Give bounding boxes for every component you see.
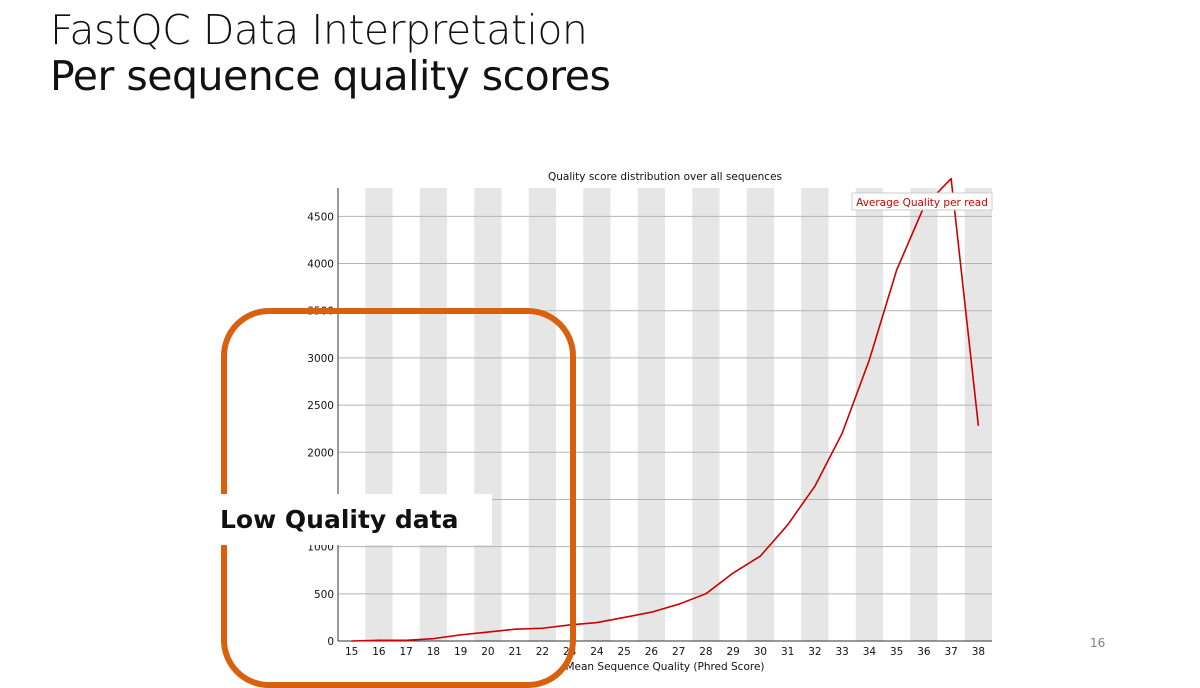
slide-number: 16: [1090, 636, 1106, 650]
x-tick-label: 17: [399, 646, 412, 658]
x-tick-label: 16: [372, 646, 386, 658]
x-tick-label: 34: [863, 646, 877, 658]
title-line-2: Per sequence quality scores: [50, 51, 611, 100]
x-axis-label: Mean Sequence Quality (Phred Score): [565, 661, 764, 673]
series-line: [351, 177, 980, 642]
x-tick-label: 32: [808, 646, 821, 658]
column-shade: [910, 188, 938, 641]
x-tick-label: 18: [427, 646, 440, 658]
x-tick-label: 24: [590, 646, 604, 658]
x-tick-label: 29: [726, 646, 739, 658]
x-tick-label: 21: [508, 646, 521, 658]
slide-title: FastQC Data Interpretation Per sequence …: [50, 6, 611, 100]
x-tick-label: 38: [972, 646, 985, 658]
x-tick-label: 26: [645, 646, 659, 658]
y-tick-label: 500: [314, 589, 334, 601]
legend-box: [851, 192, 993, 211]
y-tick-label: 3000: [307, 353, 334, 365]
x-tick-label: 15: [345, 646, 358, 658]
x-tick-label: 20: [481, 646, 494, 658]
series-layer: [351, 177, 980, 642]
legend: Average Quality per read: [851, 192, 993, 211]
column-shade: [964, 188, 992, 641]
column-shade: [637, 188, 665, 641]
x-tick-label: 30: [754, 646, 767, 658]
x-tick-label: 31: [781, 646, 794, 658]
x-tick-label: 19: [454, 646, 467, 658]
x-tick-label: 25: [617, 646, 630, 658]
x-tick-label: 35: [890, 646, 903, 658]
chart-title: Quality score distribution over all sequ…: [548, 171, 782, 183]
x-tick-label: 37: [944, 646, 957, 658]
column-shade: [583, 188, 611, 641]
x-tick-label: 36: [917, 646, 931, 658]
column-shade: [801, 188, 829, 641]
column-shade: [692, 188, 720, 641]
title-line-1: FastQC Data Interpretation: [50, 6, 588, 54]
y-tick-label: 2000: [307, 447, 334, 459]
y-tick-label: 2500: [307, 400, 334, 412]
y-tick-label: 0: [327, 636, 334, 648]
axes: [337, 188, 992, 642]
column-shade: [855, 188, 883, 641]
y-tick-label: 4500: [307, 211, 334, 223]
x-tick-label: 27: [672, 646, 685, 658]
y-tick-label: 4000: [307, 259, 334, 271]
low-quality-callout-label: Low Quality data: [214, 494, 492, 545]
legend-entry: Average Quality per read: [856, 197, 988, 209]
x-tick-label: 28: [699, 646, 712, 658]
x-tick-label: 33: [835, 646, 848, 658]
column-shade: [746, 188, 774, 641]
